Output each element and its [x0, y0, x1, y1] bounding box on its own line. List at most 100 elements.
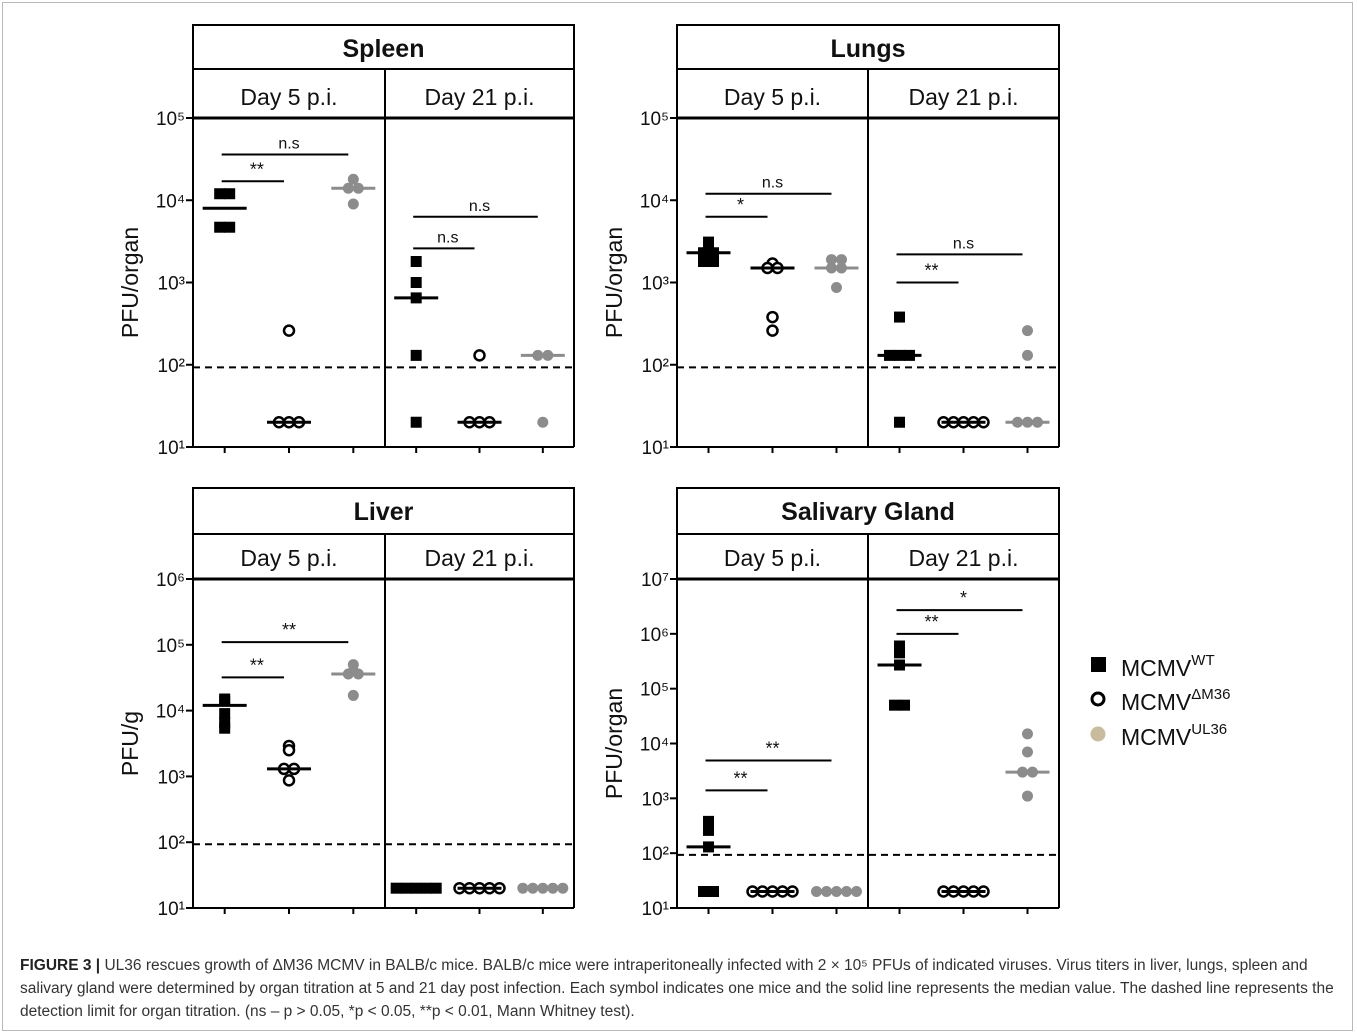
y-tick-label: 10⁵	[640, 109, 669, 130]
data-point-wt	[219, 722, 231, 734]
data-point-ul36	[1021, 728, 1033, 740]
significance-label: **	[282, 620, 296, 640]
chart-title: Spleen	[343, 35, 425, 63]
panel-label: Day 5 p.i.	[240, 84, 337, 110]
legend-label-sup: UL36	[1191, 721, 1227, 738]
data-point-ul36	[825, 254, 837, 266]
significance-label: **	[733, 768, 747, 788]
panel-label: Day 5 p.i.	[724, 545, 821, 571]
data-point-wt	[214, 221, 226, 233]
data-point-wt	[899, 699, 911, 711]
significance-label: n.s	[762, 175, 783, 192]
y-axis-label: PFU/organ	[601, 688, 627, 799]
figure-caption: FIGURE 3 | UL36 rescues growth of ΔM36 M…	[20, 954, 1340, 1023]
data-point-wt	[894, 647, 906, 659]
data-point-wt	[410, 416, 422, 428]
y-tick-label: 10²	[642, 356, 669, 377]
data-point-wt	[219, 695, 231, 707]
significance-label: *	[737, 195, 744, 215]
significance-label: **	[250, 159, 264, 179]
significance-label: n.s	[469, 198, 490, 215]
data-point-ul36	[835, 254, 847, 266]
legend-marker-open-circle	[1090, 691, 1106, 707]
panel-label: Day 21 p.i.	[909, 84, 1019, 110]
data-point-ul36	[1021, 746, 1033, 758]
caption-text: UL36 rescues growth of ΔM36 MCMV in BALB…	[20, 957, 1334, 1020]
y-axis-label: PFU/organ	[117, 227, 143, 338]
y-tick-label: 10⁶	[156, 570, 185, 591]
y-tick-label: 10³	[642, 789, 669, 810]
y-axis-label: PFU/g	[117, 711, 143, 776]
y-tick-label: 10⁴	[156, 702, 185, 723]
chart-0: Spleen 10¹ 10² 10³ 10⁴ 10⁵ PFU/organ Day 5 p.i.…	[117, 24, 575, 459]
data-point-wt	[894, 640, 906, 652]
significance-label: **	[924, 612, 938, 632]
legend: MCMVWT MCMVΔM36 MCMVUL36	[1090, 652, 1230, 750]
data-point-wt	[410, 349, 422, 361]
data-point-ul36	[347, 173, 359, 185]
legend-marker-square	[1091, 657, 1106, 672]
y-axis-label: PFU/organ	[601, 227, 627, 338]
legend-label: MCMVWT	[1121, 652, 1215, 681]
data-point-ul36	[1021, 790, 1033, 802]
data-point-wt	[214, 188, 226, 200]
data-point-wt	[703, 824, 715, 836]
data-point-wt	[224, 221, 236, 233]
significance-label: **	[250, 655, 264, 675]
panel-label: Day 21 p.i.	[425, 545, 535, 571]
data-point-ul36	[347, 689, 359, 701]
data-point-dm36	[282, 774, 296, 787]
legend-label-sup: ΔM36	[1191, 686, 1230, 703]
caption-label: FIGURE 3 |	[20, 957, 101, 974]
data-point-wt	[708, 885, 720, 897]
data-point-wt	[224, 188, 236, 200]
legend-label: MCMVΔM36	[1121, 686, 1230, 715]
panel-label: Day 21 p.i.	[425, 84, 535, 110]
legend-marker-circle	[1090, 726, 1106, 742]
data-point-dm36	[766, 324, 779, 337]
chart-title: Salivary Gland	[781, 498, 955, 526]
data-point-wt	[410, 256, 422, 268]
y-tick-label: 10⁵	[156, 636, 185, 657]
panel-label: Day 5 p.i.	[724, 84, 821, 110]
legend-label-sup: WT	[1191, 652, 1214, 669]
y-tick-label: 10³	[642, 274, 669, 295]
y-tick-label: 10¹	[158, 899, 185, 920]
data-point-ul36	[830, 281, 842, 293]
significance-label: n.s	[953, 235, 974, 252]
y-tick-label: 10³	[158, 274, 185, 295]
chart-1: Lungs 10¹ 10² 10³ 10⁴ 10⁵ PFU/organ Day 5 p.i. *…	[601, 24, 1060, 459]
panel-label: Day 5 p.i.	[240, 545, 337, 571]
chart-title: Liver	[354, 498, 414, 526]
data-point-wt	[703, 236, 715, 248]
y-tick-label: 10⁴	[156, 191, 185, 212]
data-point-wt	[889, 699, 901, 711]
y-tick-label: 10¹	[158, 438, 185, 459]
y-tick-label: 10⁴	[640, 735, 669, 756]
y-tick-label: 10³	[158, 767, 185, 788]
y-tick-label: 10¹	[642, 899, 669, 920]
y-tick-label: 10¹	[642, 438, 669, 459]
data-point-dm36	[282, 743, 296, 757]
chart-title: Lungs	[831, 35, 906, 63]
data-point-wt	[708, 256, 720, 268]
data-point-wt	[410, 277, 422, 288]
data-point-wt	[698, 885, 710, 897]
significance-label: n.s	[278, 135, 299, 152]
y-tick-label: 10⁷	[641, 570, 669, 591]
data-point-wt	[219, 708, 231, 720]
y-tick-label: 10⁶	[640, 625, 669, 646]
chart-2: Liver 10¹ 10² 10³ 10⁴ 10⁵ 10⁶ PFU/g Day 5 p.i. **…	[117, 487, 575, 920]
significance-label: **	[765, 738, 779, 758]
data-point-dm36	[282, 324, 296, 337]
data-point-wt	[703, 815, 715, 827]
data-point-dm36	[766, 310, 779, 324]
figure-3-chart: Spleen 10¹ 10² 10³ 10⁴ 10⁵ PFU/organ Day 5 p.i.…	[117, 24, 1230, 920]
data-point-wt	[894, 311, 906, 323]
significance-label: *	[960, 588, 967, 608]
y-tick-label: 10⁵	[156, 109, 185, 130]
data-point-wt	[894, 416, 906, 428]
significance-label: **	[924, 261, 938, 281]
chart-3: Salivary Gland 10¹ 10² 10³ 10⁴ 10⁵ 10⁶ 10⁷ PFU/o…	[601, 487, 1060, 920]
